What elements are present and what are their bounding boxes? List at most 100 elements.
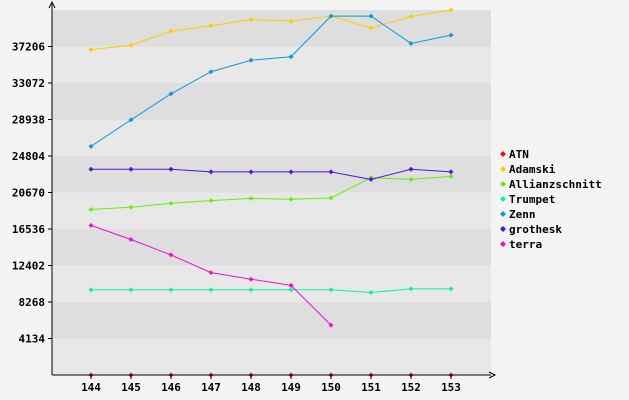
data-point-adamski [448, 7, 454, 13]
legend-label: Adamski [509, 163, 556, 176]
series-trumpet [88, 286, 454, 295]
y-tick-label: 12402 [12, 260, 45, 273]
series-adamski [88, 7, 454, 53]
chart-axes: 4134 8268 12402 16536 20670 24804 28938 33072 37… [12, 0, 497, 394]
legend-entry-grothesk: grothesk [500, 223, 562, 236]
data-point-adamski [248, 17, 254, 23]
grid-band [52, 192, 491, 229]
data-point-zenn [448, 32, 454, 38]
data-point-zenn [88, 143, 94, 149]
plot-background-bands [52, 10, 491, 375]
data-point-zenn [168, 91, 174, 97]
x-tick-label: 148 [241, 381, 261, 394]
data-point-grothesk [448, 169, 454, 175]
legend-marker [500, 196, 506, 202]
legend-marker [500, 241, 506, 247]
x-axis-arrow-icon [488, 371, 497, 379]
legend-marker [500, 226, 506, 232]
grid-band [52, 302, 491, 339]
data-point-terra [208, 270, 214, 276]
y-tick-label: 33072 [12, 77, 45, 90]
data-point-zenn [128, 117, 134, 123]
grid-band [52, 83, 491, 120]
y-tick-label: 24804 [12, 150, 45, 163]
data-point-grothesk [408, 166, 414, 172]
data-point-terra [128, 236, 134, 242]
data-point-zenn [248, 57, 254, 63]
data-point-adamski [88, 47, 94, 53]
series-line-adamski [90, 9, 452, 51]
data-point-allianzschnitt [208, 198, 214, 204]
x-tick-label: 151 [361, 381, 381, 394]
data-point-allianzschnitt [168, 200, 174, 206]
data-point-grothesk [288, 169, 294, 175]
data-point-grothesk [168, 166, 174, 172]
x-tick-label: 147 [201, 381, 221, 394]
y-tick-label: 4134 [19, 333, 46, 346]
y-tick-label: 16536 [12, 223, 45, 236]
data-point-adamski [208, 23, 214, 29]
data-point-grothesk [328, 169, 334, 175]
data-point-terra [248, 276, 254, 282]
legend-label: ATN [509, 148, 529, 161]
series-line-allianzschnitt [90, 175, 452, 210]
data-point-trumpet [288, 287, 294, 293]
x-tick-label: 144 [81, 381, 101, 394]
legend: ATN Adamski Allianzschnitt Trumpet Zenn groth… [500, 148, 602, 251]
data-point-zenn [368, 13, 374, 19]
data-point-trumpet [208, 287, 214, 293]
data-point-trumpet [448, 286, 454, 292]
y-tick-label: 37206 [12, 41, 45, 54]
legend-label: Trumpet [509, 193, 555, 206]
data-point-allianzschnitt [248, 195, 254, 201]
legend-entry-adamski: Adamski [500, 163, 556, 176]
data-point-adamski [288, 18, 294, 24]
y-tick-label: 8268 [19, 296, 46, 309]
data-point-terra [168, 252, 174, 258]
legend-label: terra [509, 238, 542, 251]
data-point-allianzschnitt [328, 195, 334, 201]
grid-band [52, 338, 491, 375]
legend-label: Zenn [509, 208, 536, 221]
data-point-trumpet [248, 287, 254, 293]
grid-band [52, 265, 491, 302]
data-point-terra [328, 322, 334, 328]
grid-band [52, 46, 491, 83]
series-line-grothesk [91, 168, 452, 180]
data-point-trumpet [368, 289, 374, 295]
y-axis-arrow-icon [48, 0, 56, 9]
x-tick-label: 149 [281, 381, 301, 394]
series-allianzschnitt [88, 173, 454, 212]
legend-label: grothesk [509, 223, 562, 236]
data-point-terra [88, 222, 94, 228]
data-point-grothesk [208, 169, 214, 175]
data-point-terra [288, 282, 294, 288]
data-point-zenn [328, 13, 334, 19]
series-line-trumpet [91, 288, 451, 293]
x-tick-label: 146 [161, 381, 181, 394]
x-tick-label: 153 [441, 381, 461, 394]
legend-marker [500, 181, 506, 187]
grid-band [52, 156, 491, 193]
grid-band [52, 119, 491, 156]
y-tick-label: 28938 [12, 114, 45, 127]
data-point-trumpet [168, 287, 174, 293]
data-point-adamski [168, 28, 174, 34]
data-point-allianzschnitt [448, 173, 454, 179]
series-line-zenn [90, 15, 452, 147]
data-point-grothesk [88, 166, 94, 172]
data-point-grothesk [368, 176, 374, 182]
data-point-adamski [408, 14, 414, 20]
x-tick-label: 150 [321, 381, 341, 394]
data-point-allianzschnitt [408, 176, 414, 182]
data-point-trumpet [128, 287, 134, 293]
y-tick-label: 20670 [12, 187, 45, 200]
legend-entry-trumpet: Trumpet [500, 193, 555, 206]
data-point-allianzschnitt [288, 196, 294, 202]
legend-marker [500, 211, 506, 217]
data-point-grothesk [128, 166, 134, 172]
data-point-trumpet [88, 287, 94, 293]
legend-marker [500, 166, 506, 172]
series-terra [88, 222, 334, 328]
data-point-grothesk [248, 169, 254, 175]
